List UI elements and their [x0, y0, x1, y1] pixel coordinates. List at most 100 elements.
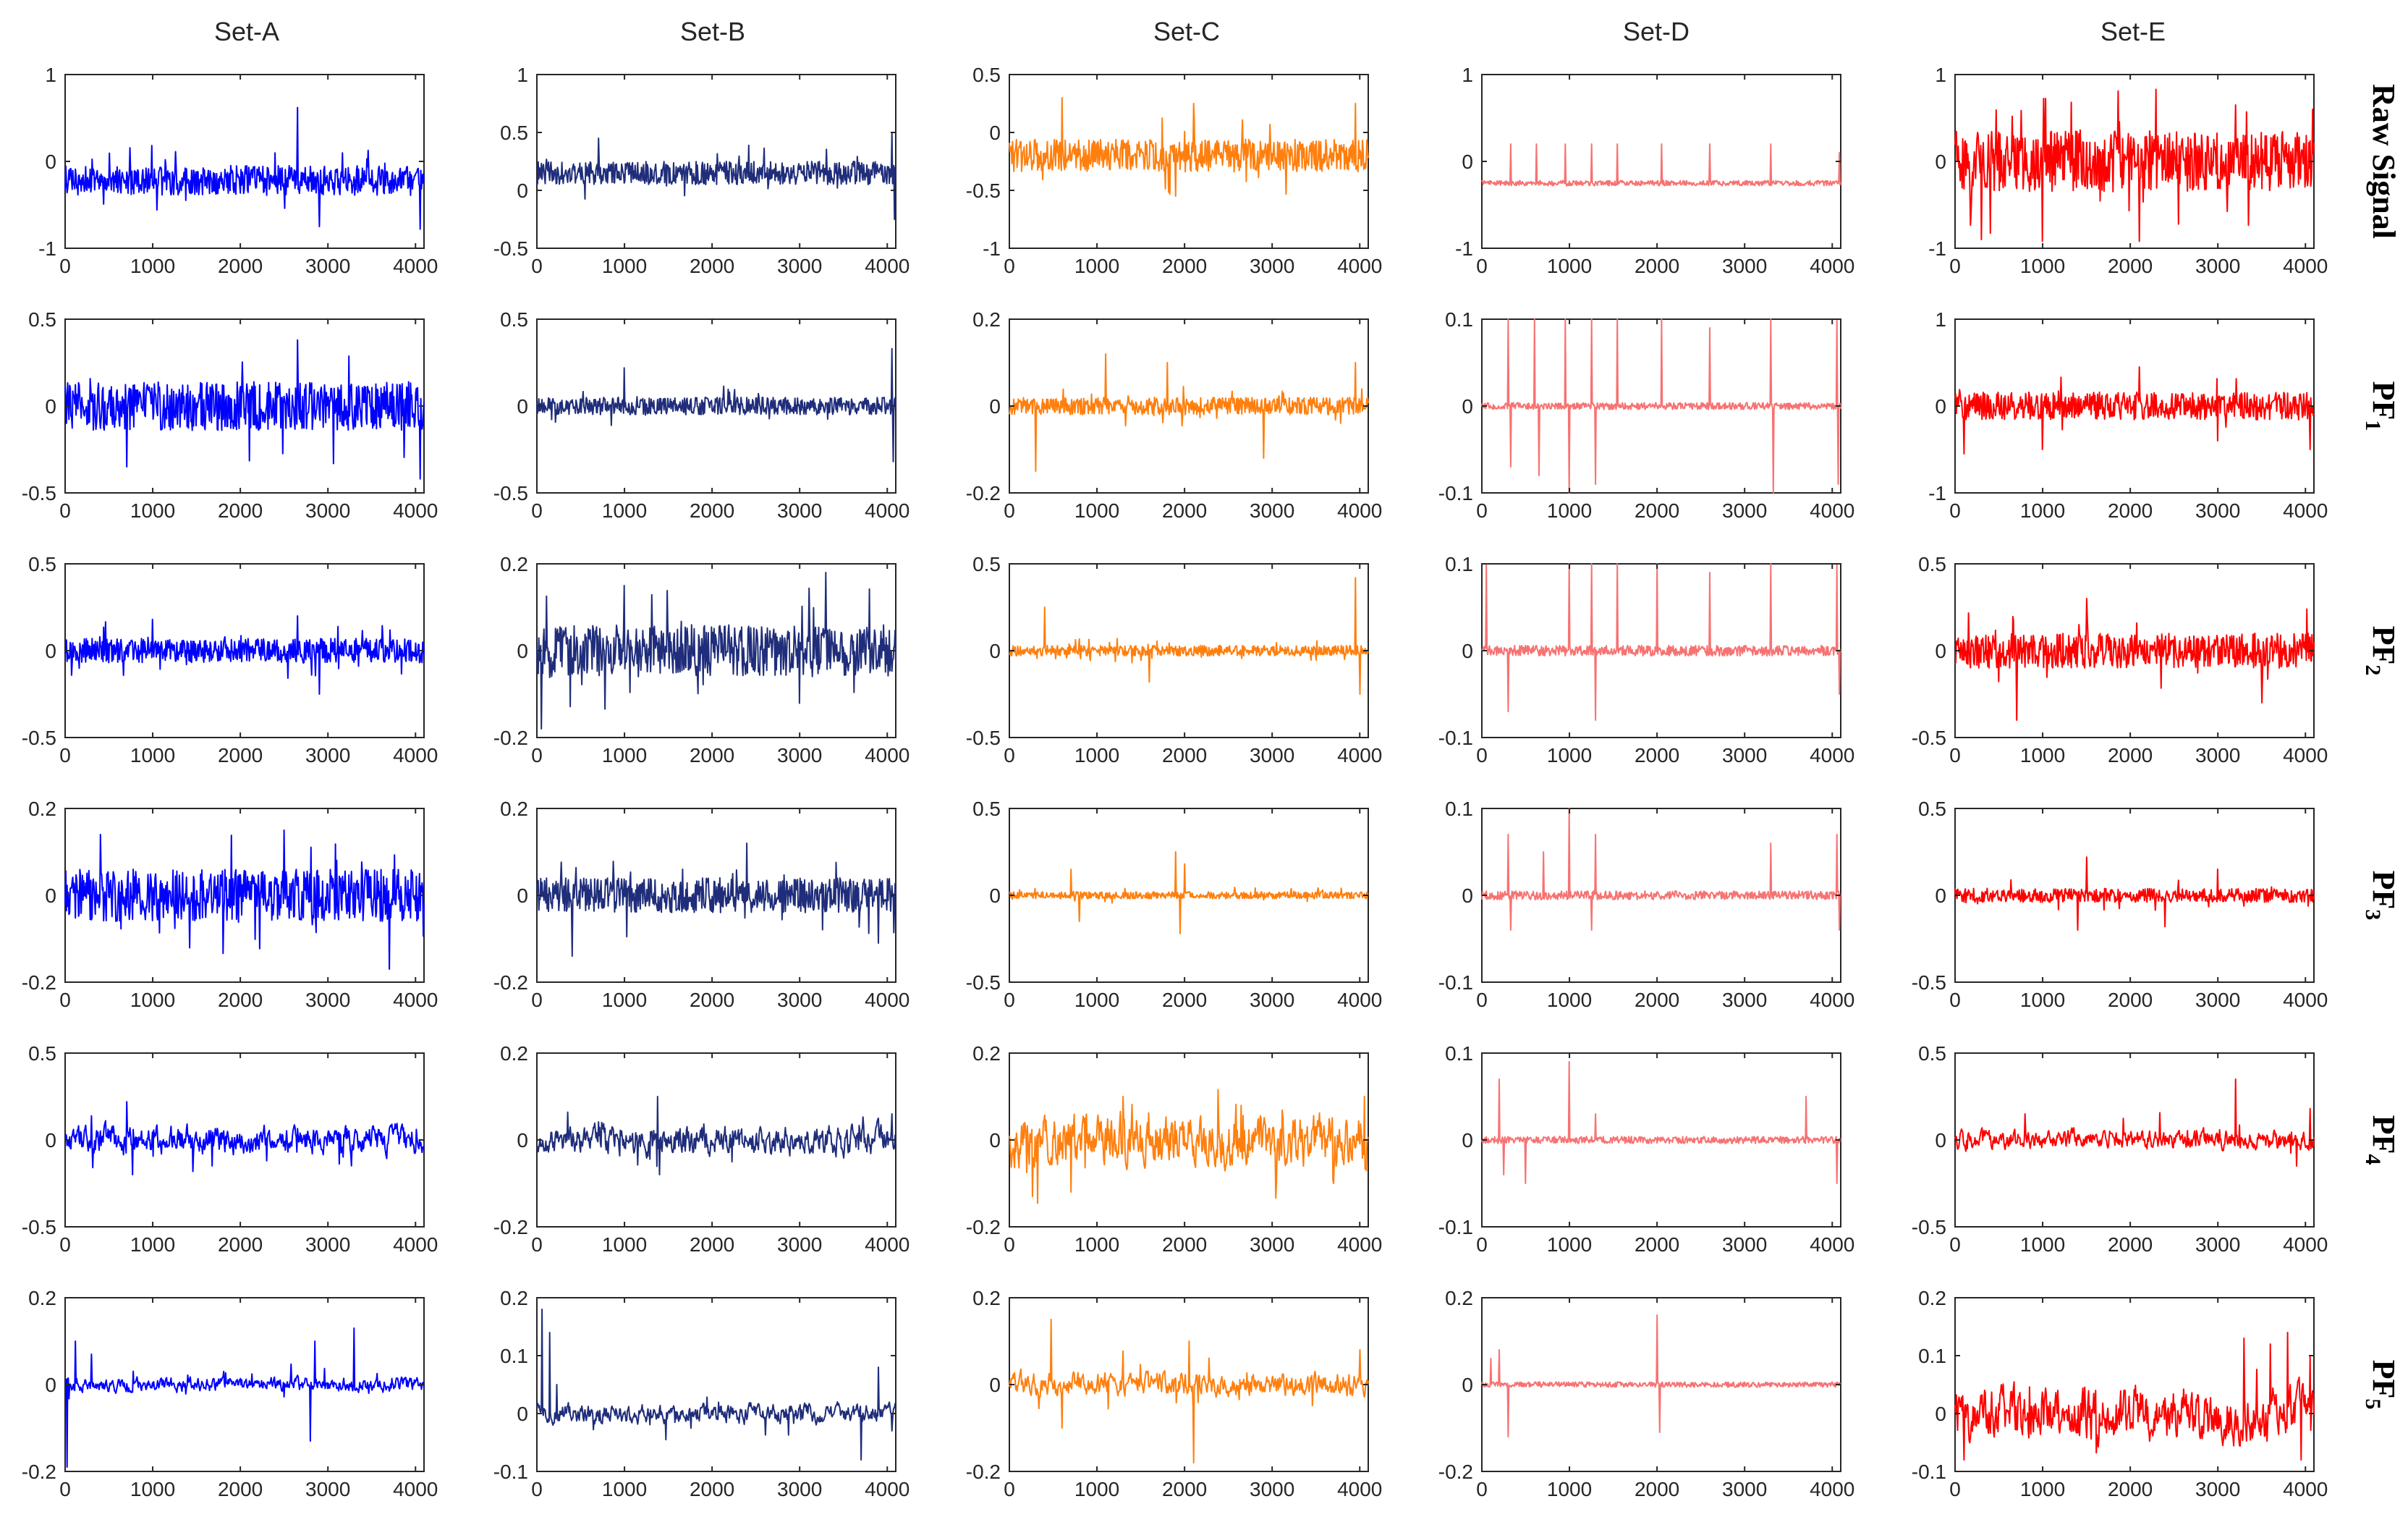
- x-tick-label: 1000: [1074, 989, 1119, 1011]
- signal-trace: [1954, 366, 2315, 455]
- x-tick-label: 3000: [1722, 499, 1767, 522]
- y-tick-label: 1: [1935, 308, 1946, 331]
- x-tick-label: 3000: [1250, 744, 1294, 766]
- row-label-subscript: 5: [2361, 1398, 2385, 1409]
- x-tick-label: 3000: [305, 255, 350, 277]
- column-titles: Set-A Set-B Set-C Set-D Set-E: [214, 17, 2166, 46]
- x-tick-label: 1000: [1547, 255, 1592, 277]
- x-tick-label: 1000: [2020, 499, 2065, 522]
- x-tick-label: 0: [1949, 499, 1961, 522]
- y-tick-label: 0.5: [1918, 798, 1946, 820]
- y-tick-label: 0.5: [972, 64, 1001, 86]
- column-title-set-b: Set-B: [680, 17, 745, 46]
- row-label-2: PF1: [2361, 381, 2401, 431]
- y-tick-label: 0: [45, 1374, 56, 1396]
- signal-trace: [1009, 97, 1369, 197]
- x-tick-label: 1000: [1547, 1233, 1592, 1256]
- x-tick-label: 3000: [777, 499, 822, 522]
- x-tick-label: 3000: [777, 255, 822, 277]
- x-tick-label: 4000: [1337, 255, 1382, 277]
- signal-trace: [1009, 851, 1369, 934]
- y-tick-label: 0: [989, 1129, 1001, 1152]
- x-tick-label: 3000: [1250, 1478, 1294, 1500]
- x-tick-label: 2000: [1635, 255, 1679, 277]
- x-tick-label: 0: [1476, 1478, 1488, 1500]
- y-tick-label: 0.2: [1918, 1287, 1946, 1309]
- x-tick-label: 4000: [393, 1478, 438, 1500]
- x-tick-label: 0: [1949, 1233, 1961, 1256]
- x-tick-label: 3000: [777, 1233, 822, 1256]
- row-label-subscript: 2: [2361, 664, 2385, 675]
- x-tick-label: 3000: [2195, 499, 2240, 522]
- signal-trace: [1481, 808, 1841, 931]
- x-tick-label: 3000: [777, 744, 822, 766]
- x-tick-label: 2000: [218, 744, 263, 766]
- x-tick-label: 4000: [2283, 989, 2328, 1011]
- y-tick-label: 0.2: [1445, 1287, 1473, 1309]
- y-tick-label: -0.5: [966, 971, 1001, 994]
- y-tick-label: 0: [989, 1374, 1001, 1396]
- x-tick-label: 4000: [1337, 744, 1382, 766]
- column-title-set-d: Set-D: [1623, 17, 1690, 46]
- signal-trace: [536, 1309, 896, 1461]
- x-tick-label: 2000: [218, 499, 263, 522]
- y-tick-label: -0.2: [966, 482, 1001, 504]
- y-tick-label: -1: [1928, 237, 1946, 260]
- x-tick-label: 0: [1004, 1478, 1015, 1500]
- x-tick-label: 2000: [1162, 744, 1207, 766]
- x-tick-label: 1000: [130, 499, 175, 522]
- y-tick-label: 0: [989, 640, 1001, 662]
- x-tick-label: 0: [59, 1233, 71, 1256]
- x-tick-label: 1000: [602, 255, 647, 277]
- x-tick-label: 3000: [1722, 1233, 1767, 1256]
- y-tick-label: -0.2: [493, 727, 528, 749]
- x-tick-label: 3000: [1722, 1478, 1767, 1500]
- y-tick-label: 0.2: [500, 1042, 528, 1065]
- x-tick-label: 4000: [2283, 255, 2328, 277]
- y-tick-label: -0.2: [966, 1461, 1001, 1483]
- y-tick-label: 1: [1935, 64, 1946, 86]
- x-tick-label: 2000: [218, 989, 263, 1011]
- y-tick-label: 0: [45, 1129, 56, 1152]
- y-tick-label: -0.5: [966, 727, 1001, 749]
- signal-trace: [1481, 318, 1841, 494]
- x-tick-label: 2000: [690, 255, 734, 277]
- x-tick-label: 4000: [1810, 989, 1854, 1011]
- x-tick-label: 1000: [1074, 499, 1119, 522]
- y-tick-label: -0.2: [22, 1461, 56, 1483]
- x-tick-label: 2000: [1635, 499, 1679, 522]
- x-tick-label: 0: [1949, 744, 1961, 766]
- y-tick-label: 0.2: [500, 798, 528, 820]
- x-tick-label: 3000: [777, 989, 822, 1011]
- x-tick-label: 1000: [1074, 1478, 1119, 1500]
- y-tick-label: 0.2: [28, 798, 56, 820]
- x-tick-label: 3000: [2195, 1478, 2240, 1500]
- y-tick-label: 0.2: [972, 1042, 1001, 1065]
- x-tick-label: 0: [531, 744, 543, 766]
- x-tick-label: 1000: [2020, 1233, 2065, 1256]
- x-tick-label: 4000: [2283, 1233, 2328, 1256]
- y-tick-label: 0: [517, 884, 528, 907]
- signal-trace: [536, 842, 896, 957]
- y-tick-label: -0.2: [493, 971, 528, 994]
- y-tick-label: 0: [517, 640, 528, 662]
- x-tick-label: 1000: [602, 1233, 647, 1256]
- y-tick-label: 0.1: [1918, 1345, 1946, 1367]
- y-tick-label: 0.1: [1445, 553, 1473, 575]
- x-tick-label: 3000: [2195, 744, 2240, 766]
- column-title-set-a: Set-A: [214, 17, 279, 46]
- signal-trace: [536, 132, 896, 220]
- x-tick-label: 2000: [218, 1233, 263, 1256]
- x-tick-label: 0: [1476, 744, 1488, 766]
- y-tick-label: 0.1: [1445, 798, 1473, 820]
- x-tick-label: 0: [59, 499, 71, 522]
